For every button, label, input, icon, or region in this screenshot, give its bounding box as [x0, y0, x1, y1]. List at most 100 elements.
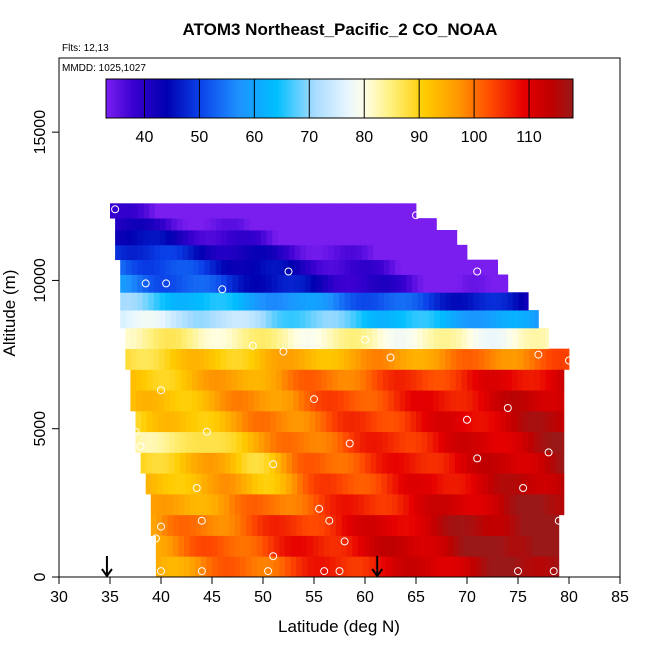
curtain-cell: [301, 556, 308, 578]
curtain-cell: [462, 259, 469, 275]
curtain-cell: [357, 535, 364, 557]
curtain-cell: [287, 327, 294, 350]
curtain-cell: [175, 327, 182, 350]
curtain-cell: [140, 452, 147, 474]
curtain-cell: [203, 390, 210, 412]
curtain-cell: [445, 327, 452, 350]
curtain-cell: [234, 535, 241, 557]
curtain-cell: [377, 348, 384, 370]
curtain-cell: [465, 452, 472, 474]
curtain-cell: [544, 452, 551, 474]
curtain-cell: [234, 556, 241, 578]
curtain-cell: [447, 556, 454, 578]
curtain-cell: [270, 390, 277, 412]
curtain-cell: [360, 390, 367, 412]
curtain-cell: [358, 514, 365, 536]
curtain-cell: [414, 514, 421, 536]
curtain-cell: [322, 218, 329, 231]
curtain-cell: [162, 473, 169, 495]
y-tick-label: 5000: [32, 411, 49, 447]
curtain-cell: [283, 218, 290, 231]
curtain-cell: [401, 244, 408, 261]
curtain-cell: [219, 410, 226, 433]
curtain-cell: [220, 390, 227, 412]
curtain-cell: [327, 327, 334, 350]
curtain-cell: [136, 369, 143, 391]
curtain-cell: [458, 535, 465, 557]
curtain-cell: [230, 410, 237, 433]
curtain-cell: [215, 310, 222, 329]
curtain-cell: [266, 292, 273, 311]
curtain-cell: [428, 327, 435, 350]
curtain-cell: [131, 292, 138, 311]
curtain-cell: [258, 410, 265, 433]
curtain-cell: [538, 452, 545, 474]
curtain-cell: [284, 535, 291, 557]
curtain-cell: [382, 431, 389, 453]
curtain-cell: [434, 218, 437, 231]
sample-point: [197, 516, 206, 525]
curtain-cell: [342, 473, 349, 495]
curtain-cell: [375, 473, 382, 495]
curtain-cell: [209, 292, 216, 311]
curtain-cell: [324, 514, 331, 536]
curtain-cell: [215, 348, 222, 370]
curtain-cell: [454, 452, 461, 474]
curtain-cell: [439, 327, 446, 350]
curtain-cell: [312, 535, 319, 557]
curtain-cell: [548, 556, 555, 578]
curtain-cell: [316, 310, 323, 329]
curtain-cell: [442, 535, 449, 557]
curtain-cell: [254, 327, 261, 350]
curtain-cell: [387, 452, 394, 474]
curtain-cell: [251, 535, 258, 557]
curtain-cell: [143, 230, 150, 246]
curtain-cell: [347, 493, 354, 516]
curtain-cell: [343, 410, 350, 433]
curtain-cell: [479, 310, 486, 329]
curtain-cell: [266, 274, 273, 293]
curtain-cell: [309, 410, 316, 433]
curtain-cell: [192, 390, 199, 412]
curtain-cell: [371, 410, 378, 433]
sample-point: [335, 567, 344, 576]
curtain-cell: [318, 556, 325, 578]
curtain-cell: [146, 410, 153, 433]
curtain-cell: [464, 535, 471, 557]
curtain-cell: [279, 514, 286, 536]
curtain-cell: [328, 244, 335, 261]
curtain-cell: [384, 203, 391, 219]
curtain-cell: [451, 244, 458, 261]
curtain-cell: [399, 369, 406, 391]
curtain-cell: [143, 203, 150, 219]
curtain-cell: [534, 327, 541, 350]
curtain-cell: [554, 535, 560, 557]
curtain-cell: [261, 203, 268, 219]
curtain-cell: [125, 274, 132, 293]
curtain-cell: [217, 556, 224, 578]
curtain-cell: [489, 390, 496, 412]
curtain-cell: [227, 203, 234, 219]
curtain-cell: [158, 369, 165, 391]
curtain-cell: [490, 259, 497, 275]
curtain-cell: [505, 410, 512, 433]
curtain-cell: [195, 514, 202, 536]
curtain-cell: [254, 274, 261, 293]
curtain-cell: [539, 369, 546, 391]
curtain-cell: [394, 369, 401, 391]
curtain-cell: [378, 218, 385, 231]
curtain-cell: [327, 310, 334, 329]
curtain-cell: [403, 473, 410, 495]
curtain-cell: [277, 274, 284, 293]
curtain-cell: [520, 535, 527, 557]
curtain-cell: [314, 452, 321, 474]
curtain-cell: [338, 327, 345, 350]
curtain-cell: [483, 431, 490, 453]
curtain-cell: [278, 203, 285, 219]
curtain-cell: [216, 244, 223, 261]
curtain-cell: [367, 259, 374, 275]
curtain-cell: [394, 327, 401, 350]
curtain-cell: [146, 431, 153, 453]
curtain-cell: [461, 369, 468, 391]
sample-point: [269, 460, 278, 469]
